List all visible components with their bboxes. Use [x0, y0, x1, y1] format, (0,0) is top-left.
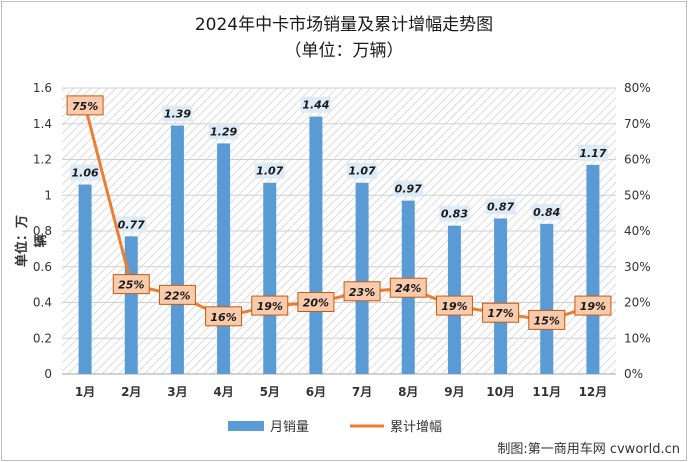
y2-tick-label: 0% [624, 367, 643, 381]
bar-label-bg [393, 180, 424, 197]
legend-label-line: 累计增幅 [390, 420, 442, 435]
y2-tick-label: 60% [624, 153, 651, 167]
bar [309, 116, 323, 374]
point-label-bg [205, 306, 243, 327]
bar-label: 1.17 [579, 147, 606, 160]
point-label: 75% [72, 100, 98, 113]
x-tick-label: 4月 [213, 385, 233, 399]
bar-label-bg [485, 198, 516, 215]
bar-label: 0.83 [441, 208, 468, 221]
bar-label-bg [254, 162, 285, 179]
bar [586, 164, 600, 374]
bar-label-bg [70, 164, 101, 181]
point-label-bg [343, 281, 381, 302]
bar [78, 184, 92, 374]
point-label-bg [251, 295, 289, 316]
chart-subtitle: （单位：万辆） [284, 41, 404, 61]
bar-label: 1.07 [256, 165, 283, 178]
point-label: 17% [487, 307, 513, 320]
x-tick-label: 10月 [486, 385, 515, 399]
x-tick-label: 5月 [260, 385, 280, 399]
bar-label: 1.06 [72, 167, 99, 180]
point-label-bg [297, 292, 335, 312]
x-tick-label: 9月 [444, 385, 464, 399]
point-label: 23% [349, 286, 375, 299]
bar-label-bg [577, 144, 608, 161]
y-tick-label: 1 [44, 188, 52, 202]
legend-label-bar: 月销量 [270, 420, 309, 435]
x-tick-label: 8月 [398, 385, 418, 399]
bar-label-bg [162, 105, 193, 122]
point-label-bg [389, 277, 427, 298]
chart-credit: 制图:第一商用车网 cvworld.cn [497, 442, 680, 457]
bar [263, 182, 277, 374]
bar [494, 218, 508, 374]
bar-label: 1.39 [164, 108, 191, 121]
bar [170, 125, 184, 374]
bar [217, 143, 231, 374]
y-tick-label: 1.2 [33, 153, 52, 167]
point-label-bg [528, 309, 566, 330]
y-tick-label: 0.4 [33, 296, 52, 310]
x-tick-label: 11月 [532, 385, 561, 399]
y-tick-label: 0.8 [33, 224, 52, 238]
point-label-bg [158, 284, 196, 305]
y-tick-label: 0 [44, 367, 52, 381]
point-label: 19% [580, 300, 606, 313]
y-tick-label: 1.6 [33, 81, 52, 95]
y2-tick-label: 30% [624, 260, 651, 274]
y-tick-label: 0.2 [33, 331, 52, 345]
x-tick-label: 2月 [121, 385, 141, 399]
y2-tick-label: 70% [624, 117, 651, 131]
y2-tick-label: 20% [624, 296, 651, 310]
point-label: 16% [210, 311, 236, 324]
point-label-bg [66, 95, 104, 116]
bar-label: 0.84 [533, 206, 560, 219]
bar [540, 223, 554, 374]
y2-tick-label: 80% [624, 81, 651, 95]
point-label: 22% [164, 289, 190, 302]
chart-title: 2024年中卡市场销量及累计增幅走势图 [194, 15, 494, 35]
bar-label-bg [531, 203, 562, 220]
bar-label: 0.87 [487, 200, 514, 213]
bar [124, 236, 138, 374]
point-label: 20% [303, 297, 329, 310]
point-label-bg [112, 274, 150, 295]
point-label-bg [574, 295, 612, 316]
y-tick-label: 0.6 [33, 260, 52, 274]
y-tick-label: 1.4 [33, 117, 52, 131]
x-tick-label: 12月 [579, 385, 608, 399]
bar-label-bg [208, 123, 239, 140]
point-label: 24% [395, 282, 421, 295]
point-label-bg [435, 295, 473, 316]
y2-tick-label: 50% [624, 188, 651, 202]
bar-label: 0.77 [118, 218, 145, 231]
bar [355, 182, 369, 374]
legend-swatch-bar [228, 421, 264, 431]
point-label: 19% [441, 300, 467, 313]
y2-tick-label: 40% [624, 224, 651, 238]
point-label-bg [482, 302, 520, 323]
bar-label: 1.29 [210, 125, 237, 138]
bar-label-bg [439, 205, 470, 222]
bar-label: 1.07 [349, 165, 376, 178]
bar-label-bg [116, 216, 147, 233]
bar-label-bg [300, 96, 331, 113]
point-label: 25% [118, 279, 144, 292]
bar-label: 1.44 [302, 99, 329, 112]
x-tick-label: 3月 [167, 385, 187, 399]
point-label: 19% [257, 300, 283, 313]
y2-tick-label: 10% [624, 331, 651, 345]
bar-label-bg [347, 162, 378, 179]
point-label: 15% [534, 314, 560, 327]
x-tick-label: 1月 [75, 385, 95, 399]
bar-label: 0.97 [395, 183, 422, 196]
x-tick-label: 7月 [352, 385, 372, 399]
x-tick-label: 6月 [306, 385, 326, 399]
